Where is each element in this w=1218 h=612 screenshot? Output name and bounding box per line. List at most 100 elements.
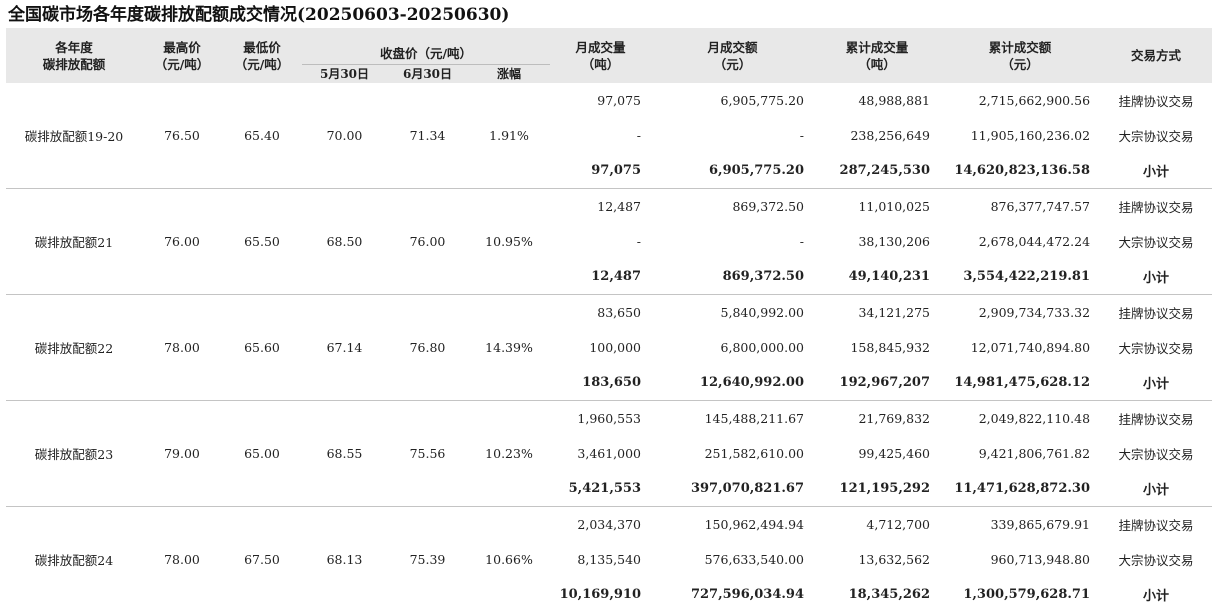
cumulative-volume-cell: 287,245,530 (814, 153, 940, 189)
header-monthly-volume: 月成交量（吨） (550, 28, 651, 83)
cumulative-volume-cell: 49,140,231 (814, 259, 940, 295)
monthly-amount-cell: 5,840,992.00 (651, 295, 814, 331)
close-jun30-cell: 71.34 (387, 83, 468, 189)
trade-method-cell: 挂牌协议交易 (1100, 401, 1212, 437)
close-jun30-cell: 76.80 (387, 295, 468, 401)
header-change: 涨幅 (468, 65, 550, 84)
monthly-volume-cell: 97,075 (550, 153, 651, 189)
cumulative-volume-cell: 121,195,292 (814, 471, 940, 507)
monthly-volume-cell: 183,650 (550, 365, 651, 401)
change-cell: 10.66% (468, 507, 550, 612)
monthly-volume-cell: 12,487 (550, 189, 651, 225)
cumulative-volume-cell: 13,632,562 (814, 542, 940, 577)
header-cumulative-amount: 累计成交额（元） (940, 28, 1100, 83)
trade-method-cell: 小计 (1100, 259, 1212, 295)
close-may30-cell: 68.55 (302, 401, 387, 507)
monthly-volume-cell: 3,461,000 (550, 436, 651, 471)
monthly-amount-cell: 145,488,211.67 (651, 401, 814, 437)
trade-method-cell: 小计 (1100, 577, 1212, 612)
monthly-amount-cell: 150,962,494.94 (651, 507, 814, 543)
monthly-amount-cell: 251,582,610.00 (651, 436, 814, 471)
low-price-cell: 65.00 (222, 401, 302, 507)
allowance-year-cell: 碳排放配额22 (6, 295, 142, 401)
cumulative-amount-cell: 339,865,679.91 (940, 507, 1100, 543)
close-jun30-cell: 76.00 (387, 189, 468, 295)
high-price-cell: 76.00 (142, 189, 222, 295)
high-price-cell: 79.00 (142, 401, 222, 507)
cumulative-amount-cell: 2,678,044,472.24 (940, 224, 1100, 259)
allowance-year-cell: 碳排放配额19-20 (6, 83, 142, 189)
trade-method-cell: 大宗协议交易 (1100, 542, 1212, 577)
close-may30-cell: 67.14 (302, 295, 387, 401)
header-low-price: 最低价（元/吨） (222, 28, 302, 83)
monthly-amount-cell: 6,905,775.20 (651, 153, 814, 189)
cumulative-amount-cell: 2,909,734,733.32 (940, 295, 1100, 331)
cumulative-amount-cell: 9,421,806,761.82 (940, 436, 1100, 471)
change-cell: 10.23% (468, 401, 550, 507)
monthly-volume-cell: - (550, 224, 651, 259)
allowance-year-cell: 碳排放配额21 (6, 189, 142, 295)
cumulative-amount-cell: 11,471,628,872.30 (940, 471, 1100, 507)
monthly-volume-cell: - (550, 118, 651, 153)
cumulative-volume-cell: 48,988,881 (814, 83, 940, 118)
monthly-volume-cell: 10,169,910 (550, 577, 651, 612)
trade-method-cell: 大宗协议交易 (1100, 118, 1212, 153)
header-close-price: 收盘价（元/吨） (302, 28, 550, 65)
monthly-volume-cell: 83,650 (550, 295, 651, 331)
monthly-volume-cell: 5,421,553 (550, 471, 651, 507)
cumulative-amount-cell: 2,715,662,900.56 (940, 83, 1100, 118)
low-price-cell: 67.50 (222, 507, 302, 612)
monthly-amount-cell: - (651, 118, 814, 153)
monthly-amount-cell: 12,640,992.00 (651, 365, 814, 401)
cumulative-amount-cell: 876,377,747.57 (940, 189, 1100, 225)
trade-method-cell: 大宗协议交易 (1100, 436, 1212, 471)
cumulative-amount-cell: 14,981,475,628.12 (940, 365, 1100, 401)
header-close-jun30: 6月30日 (387, 65, 468, 84)
cumulative-volume-cell: 11,010,025 (814, 189, 940, 225)
cumulative-amount-cell: 960,713,948.80 (940, 542, 1100, 577)
trade-method-cell: 小计 (1100, 153, 1212, 189)
low-price-cell: 65.50 (222, 189, 302, 295)
monthly-amount-cell: 869,372.50 (651, 189, 814, 225)
cumulative-volume-cell: 238,256,649 (814, 118, 940, 153)
monthly-amount-cell: 869,372.50 (651, 259, 814, 295)
monthly-amount-cell: 576,633,540.00 (651, 542, 814, 577)
trade-method-cell: 挂牌协议交易 (1100, 507, 1212, 543)
allowance-year-cell: 碳排放配额24 (6, 507, 142, 612)
cumulative-volume-cell: 38,130,206 (814, 224, 940, 259)
trade-method-cell: 挂牌协议交易 (1100, 295, 1212, 331)
close-may30-cell: 68.50 (302, 189, 387, 295)
cumulative-amount-cell: 12,071,740,894.80 (940, 330, 1100, 365)
cumulative-amount-cell: 1,300,579,628.71 (940, 577, 1100, 612)
high-price-cell: 76.50 (142, 83, 222, 189)
trade-method-cell: 小计 (1100, 365, 1212, 401)
low-price-cell: 65.40 (222, 83, 302, 189)
cumulative-amount-cell: 2,049,822,110.48 (940, 401, 1100, 437)
cumulative-volume-cell: 158,845,932 (814, 330, 940, 365)
table-header: 各年度碳排放配额 最高价（元/吨） 最低价（元/吨） 收盘价（元/吨） 月成交量… (6, 28, 1212, 83)
trade-method-cell: 大宗协议交易 (1100, 330, 1212, 365)
trade-method-cell: 小计 (1100, 471, 1212, 507)
allowance-year-cell: 碳排放配额23 (6, 401, 142, 507)
monthly-volume-cell: 1,960,553 (550, 401, 651, 437)
trade-method-cell: 大宗协议交易 (1100, 224, 1212, 259)
cumulative-volume-cell: 4,712,700 (814, 507, 940, 543)
cumulative-volume-cell: 99,425,460 (814, 436, 940, 471)
header-close-may30: 5月30日 (302, 65, 387, 84)
cumulative-volume-cell: 192,967,207 (814, 365, 940, 401)
low-price-cell: 65.60 (222, 295, 302, 401)
close-jun30-cell: 75.56 (387, 401, 468, 507)
header-monthly-amount: 月成交额（元） (651, 28, 814, 83)
monthly-amount-cell: - (651, 224, 814, 259)
cumulative-volume-cell: 21,769,832 (814, 401, 940, 437)
header-trade-method: 交易方式 (1100, 28, 1212, 83)
trade-method-cell: 挂牌协议交易 (1100, 189, 1212, 225)
close-jun30-cell: 75.39 (387, 507, 468, 612)
high-price-cell: 78.00 (142, 507, 222, 612)
